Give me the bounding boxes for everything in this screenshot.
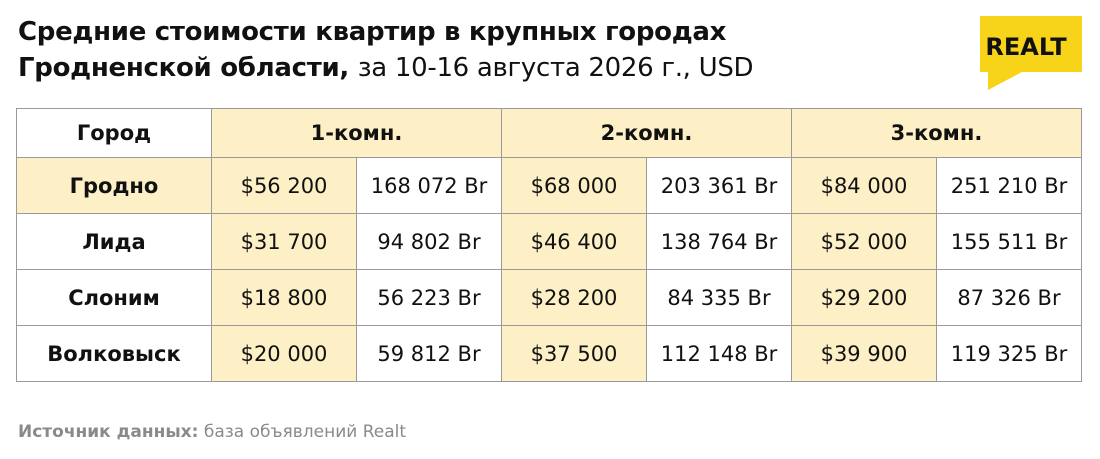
- footer-text: база объявлений Realt: [203, 422, 407, 442]
- price-cell: 168 072 Br: [356, 157, 502, 214]
- price-table: Город 1-комн. 2-комн. 3-комн. Гродно $56 200…: [16, 108, 1082, 382]
- header-row: Город 1-комн. 2-комн. 3-комн.: [16, 108, 1082, 158]
- price-cell: $31 700: [211, 213, 357, 270]
- column-header: 3-комн.: [791, 108, 1082, 158]
- logo-text: REALT: [985, 33, 1067, 61]
- footer: Источник данных: база объявлений Realt: [18, 422, 406, 442]
- price-cell: $52 000: [791, 213, 937, 270]
- table-row: Гродно $56 200 168 072 Br $68 000 203 361 Br…: [16, 157, 1082, 214]
- price-cell: 155 511 Br: [936, 213, 1082, 270]
- title: Средние стоимости квартир в крупных горо…: [18, 14, 754, 86]
- price-cell: 94 802 Br: [356, 213, 502, 270]
- city-cell: Гродно: [16, 157, 212, 214]
- city-cell: Волковыск: [16, 325, 212, 382]
- price-cell: 138 764 Br: [646, 213, 792, 270]
- price-cell: 251 210 Br: [936, 157, 1082, 214]
- table-row: Лида $31 700 94 802 Br $46 400 138 764 Br $52…: [16, 213, 1082, 270]
- table-row: Слоним $18 800 56 223 Br $28 200 84 335 Br $2…: [16, 269, 1082, 326]
- price-cell: $56 200: [211, 157, 357, 214]
- title-bold: Гродненской области,: [18, 53, 349, 83]
- price-cell: $29 200: [791, 269, 937, 326]
- title-line: Средние стоимости квартир в крупных горо…: [18, 17, 727, 47]
- column-header: 2-комн.: [501, 108, 792, 158]
- price-cell: 203 361 Br: [646, 157, 792, 214]
- footer-label: Источник данных:: [18, 422, 199, 442]
- logo-shape: [980, 16, 1082, 90]
- price-cell: 56 223 Br: [356, 269, 502, 326]
- title-rest: за 10-16 августа 2026 г., USD: [357, 53, 754, 83]
- logo: REALT: [980, 16, 1082, 90]
- title-line: Гродненской области, за 10-16 августа 20…: [18, 50, 754, 86]
- price-cell: 84 335 Br: [646, 269, 792, 326]
- column-header: 1-комн.: [211, 108, 502, 158]
- price-cell: $37 500: [501, 325, 647, 382]
- price-cell: $46 400: [501, 213, 647, 270]
- price-cell: $18 800: [211, 269, 357, 326]
- price-cell: $20 000: [211, 325, 357, 382]
- city-cell: Слоним: [16, 269, 212, 326]
- price-cell: $68 000: [501, 157, 647, 214]
- price-cell: $39 900: [791, 325, 937, 382]
- price-cell: $84 000: [791, 157, 937, 214]
- table-body: Гродно $56 200 168 072 Br $68 000 203 361 Br…: [16, 157, 1082, 382]
- price-cell: 112 148 Br: [646, 325, 792, 382]
- table-row: Волковыск $20 000 59 812 Br $37 500 112 148 …: [16, 325, 1082, 382]
- city-cell: Лида: [16, 213, 212, 270]
- price-cell: 87 326 Br: [936, 269, 1082, 326]
- price-cell: $28 200: [501, 269, 647, 326]
- price-cell: 119 325 Br: [936, 325, 1082, 382]
- column-header: Город: [16, 108, 212, 158]
- price-cell: 59 812 Br: [356, 325, 502, 382]
